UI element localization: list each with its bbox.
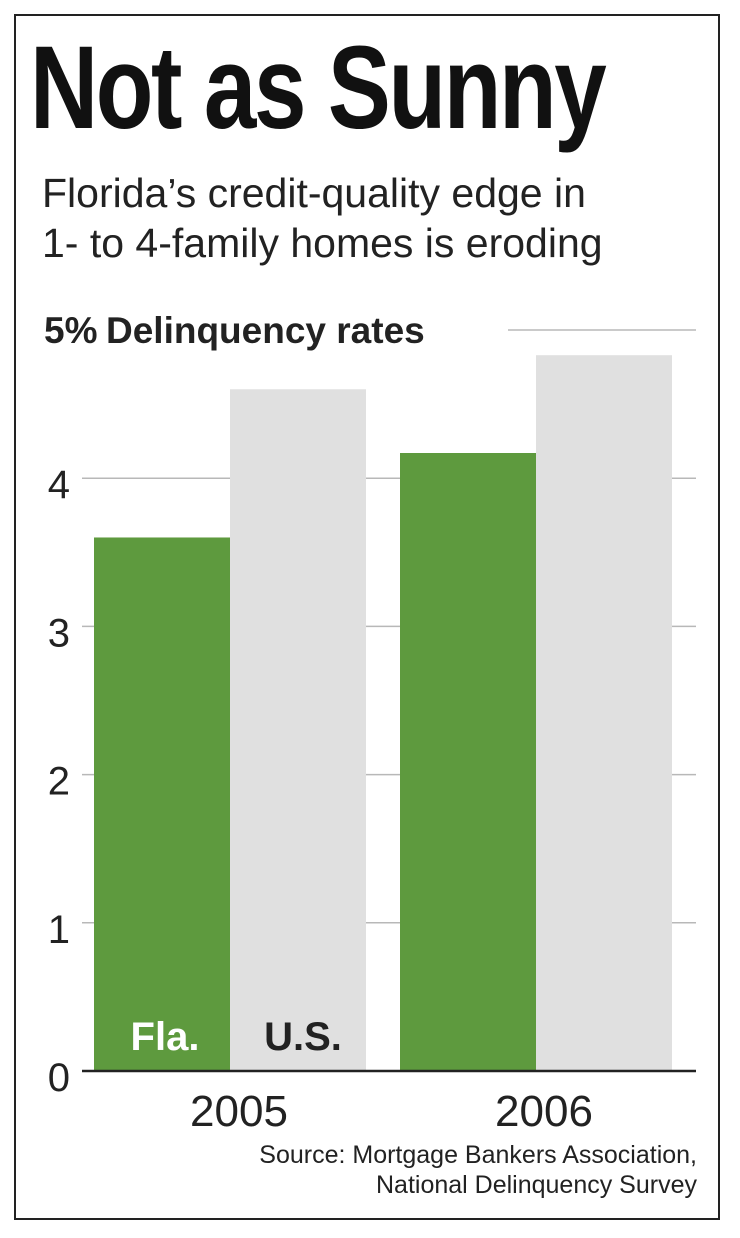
bar-fla-2005 (94, 537, 236, 1071)
chart-subtitle: Florida’s credit-quality edge in 1- to 4… (42, 168, 603, 268)
subtitle-line-2: 1- to 4-family homes is eroding (42, 220, 603, 266)
y-tick-label-0: 0 (48, 1056, 70, 1100)
x-tick-label-2006: 2006 (495, 1087, 593, 1136)
y-top-tick-label: 5% (44, 310, 97, 351)
source-line-2: National Delinquency Survey (376, 1171, 698, 1199)
source-line-1: Source: Mortgage Bankers Association, (259, 1141, 697, 1169)
y-axis-title: Delinquency rates (106, 310, 425, 351)
subtitle-line-1: Florida’s credit-quality edge in (42, 170, 586, 216)
y-tick-label-2: 2 (48, 760, 70, 804)
bar-us-2005 (230, 389, 366, 1071)
bar-us-2006 (536, 355, 672, 1072)
y-tick-label-4: 4 (48, 463, 70, 507)
y-tick-label-3: 3 (48, 611, 70, 655)
y-tick-label-1: 1 (48, 908, 70, 952)
bar-fla-2006 (400, 453, 542, 1072)
legend-label-fla: Fla. (131, 1015, 200, 1059)
x-tick-label-2005: 2005 (190, 1087, 288, 1136)
chart-title: Not as Sunny (30, 22, 607, 154)
legend-label-us: U.S. (264, 1015, 342, 1059)
